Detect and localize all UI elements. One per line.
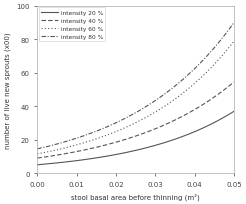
- Line: intensity 80 %: intensity 80 %: [37, 23, 234, 149]
- Y-axis label: number of live new sprouts (x00): number of live new sprouts (x00): [4, 32, 11, 148]
- intensity 80 %: [228, 29, 231, 31]
- Line: intensity 60 %: intensity 60 %: [37, 42, 234, 154]
- intensity 60 %: [228, 47, 231, 49]
- intensity 20 %: [197, 129, 200, 132]
- intensity 60 %: [36, 153, 39, 155]
- intensity 60 %: [129, 124, 132, 127]
- intensity 80 %: [129, 115, 132, 117]
- intensity 20 %: [36, 164, 39, 166]
- intensity 80 %: [153, 100, 156, 103]
- intensity 60 %: [130, 124, 133, 126]
- intensity 20 %: [153, 145, 156, 147]
- intensity 60 %: [153, 112, 156, 114]
- intensity 60 %: [232, 41, 235, 43]
- intensity 40 %: [153, 128, 156, 131]
- intensity 60 %: [142, 118, 145, 120]
- Legend: intensity 20 %, intensity 40 %, intensity 60 %, intensity 80 %: intensity 20 %, intensity 40 %, intensit…: [39, 8, 105, 42]
- intensity 20 %: [232, 111, 235, 113]
- intensity 40 %: [129, 137, 132, 139]
- intensity 20 %: [228, 113, 231, 116]
- intensity 80 %: [232, 22, 235, 25]
- Line: intensity 20 %: intensity 20 %: [37, 112, 234, 165]
- intensity 40 %: [232, 81, 235, 84]
- intensity 40 %: [197, 106, 200, 109]
- intensity 40 %: [130, 136, 133, 139]
- intensity 20 %: [142, 147, 145, 150]
- intensity 20 %: [130, 150, 133, 153]
- X-axis label: stool basal area before thinning (m²): stool basal area before thinning (m²): [71, 192, 200, 200]
- intensity 40 %: [36, 157, 39, 160]
- intensity 80 %: [197, 64, 200, 67]
- Line: intensity 40 %: intensity 40 %: [37, 83, 234, 158]
- intensity 80 %: [36, 148, 39, 150]
- intensity 40 %: [142, 132, 145, 135]
- intensity 80 %: [142, 107, 145, 110]
- intensity 80 %: [130, 114, 133, 116]
- intensity 60 %: [197, 79, 200, 82]
- intensity 20 %: [129, 151, 132, 153]
- intensity 40 %: [228, 85, 231, 88]
